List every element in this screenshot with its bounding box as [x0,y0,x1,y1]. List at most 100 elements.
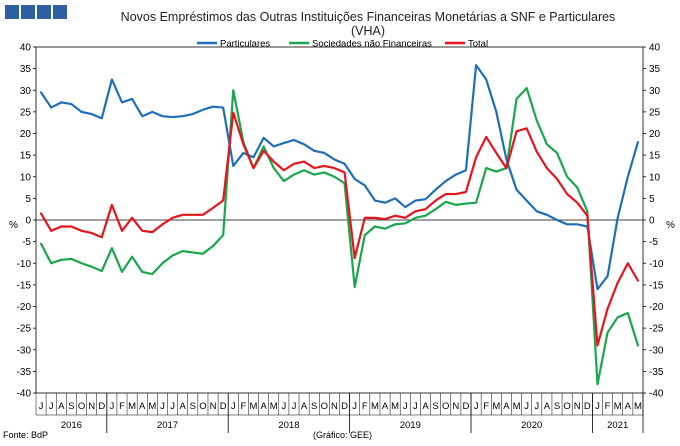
y-tick-label-left: 10 [20,172,32,183]
x-tick-label-year: 2017 [157,420,178,431]
y-tick-label-right: 40 [649,43,661,54]
x-tick-label-month: J [170,401,175,412]
y-tick-label-left: 25 [20,107,32,118]
x-tick-label-month: A [139,401,146,412]
x-tick-label-month: D [98,401,105,412]
y-tick-label-left: 30 [20,86,32,97]
x-tick-label-month: N [88,401,95,412]
x-tick-label-month: J [49,401,54,412]
x-tick-label-month: N [210,401,217,412]
y-tick-label-right: -20 [649,302,664,313]
y-tick-label-right: 10 [649,172,661,183]
y-axis-unit-right: % [666,220,675,231]
x-tick-label-year: 2019 [400,420,421,431]
y-tick-label-right: 35 [649,64,661,75]
x-tick-label-month: J [413,401,418,412]
y-tick-label-left: 15 [20,151,32,162]
y-tick-label-left: -25 [17,324,32,335]
x-tick-label-month: D [463,401,470,412]
y-tick-label-right: -40 [649,389,664,400]
x-tick-label-month: N [331,401,338,412]
y-tick-label-right: 20 [649,129,661,140]
series-line-1 [39,64,640,291]
y-tick-label-left: -5 [22,237,31,248]
x-tick-label-month: A [301,401,308,412]
x-tick-label-month: A [180,401,187,412]
x-tick-label-month: M [270,401,278,412]
x-tick-label-month: M [371,401,379,412]
bdp-logo [5,5,67,19]
x-tick-label-month: D [584,401,591,412]
logo-block-4 [53,5,67,19]
credit-note: (Gráfico: GEE) [313,430,372,440]
x-tick-label-month: F [119,401,125,412]
y-tick-label-left: 35 [20,64,32,75]
x-tick-label-month: J [39,401,44,412]
x-tick-label-year: 2016 [61,420,82,431]
y-tick-label-right: 30 [649,86,661,97]
x-tick-label-month: D [220,401,227,412]
y-tick-label-right: -5 [649,237,658,248]
x-tick-label-month: A [544,401,551,412]
x-tick-label-month: J [403,401,408,412]
y-tick-label-right: 25 [649,107,661,118]
x-tick-label-month: J [474,401,479,412]
x-tick-label-month: J [110,401,115,412]
x-tick-label-month: A [625,401,632,412]
x-tick-label-month: F [240,401,246,412]
x-tick-label-year: 2018 [278,420,299,431]
y-tick-label-right: -30 [649,345,664,356]
y-tick-label-right: -25 [649,324,664,335]
x-tick-label-month: J [524,401,529,412]
y-axis-unit-left: % [9,220,18,231]
legend-label-1: Particulares [220,39,270,50]
y-tick-label-right: 0 [649,216,655,227]
y-tick-label-right: -10 [649,259,664,270]
x-tick-label-month: M [250,401,258,412]
source-note: Fonte: BdP [3,430,48,440]
x-tick-label-month: O [78,401,85,412]
x-tick-label-month: J [292,401,297,412]
y-tick-label-left: -10 [17,259,32,270]
x-tick-label-month: A [503,401,510,412]
y-tick-label-left: -15 [17,280,32,291]
y-tick-label-left: -30 [17,345,32,356]
x-tick-label-month: A [58,401,65,412]
x-tick-label-month: O [199,401,206,412]
chart-axes: -40 -40 -35 -35 -30 -30 -25 -25 -20 -20 -15 -15 -10 -… [17,43,664,433]
y-tick-label-left: -20 [17,302,32,313]
logo-block-1 [5,5,19,19]
x-tick-label-month: A [422,401,429,412]
y-tick-label-right: 15 [649,151,661,162]
y-tick-label-right: -35 [649,367,664,378]
y-tick-label-left: -35 [17,367,32,378]
y-tick-label-right: -15 [649,280,664,291]
y-tick-label-left: -40 [17,389,32,400]
x-tick-label-month: N [452,401,459,412]
x-tick-label-month: M [634,401,642,412]
x-tick-label-month: S [190,401,196,412]
x-tick-label-month: M [391,401,399,412]
x-tick-label-month: S [68,401,74,412]
x-tick-label-month: M [513,401,521,412]
x-tick-label-month: J [281,401,286,412]
series-line-3 [39,111,640,347]
x-tick-label-month: O [563,401,570,412]
x-tick-label-month: S [311,401,317,412]
chart-legend: Particulares Sociedades não Financeiras To… [197,39,488,50]
x-tick-label-month: S [554,401,560,412]
x-tick-label-month: S [432,401,438,412]
logo-block-2 [21,5,35,19]
y-tick-label-left: 20 [20,129,32,140]
x-tick-label-month: D [341,401,348,412]
x-tick-label-month: F [362,401,368,412]
x-tick-label-month: J [231,401,236,412]
chart-title: Novos Empréstimos das Outras Instituiçõe… [121,10,616,24]
legend-label-2: Sociedades não Financeiras [312,39,432,50]
x-tick-label-month: M [128,401,136,412]
x-tick-label-month: F [483,401,489,412]
x-tick-label-month: M [492,401,500,412]
legend-label-3: Total [468,39,488,50]
x-tick-label-month: J [352,401,357,412]
